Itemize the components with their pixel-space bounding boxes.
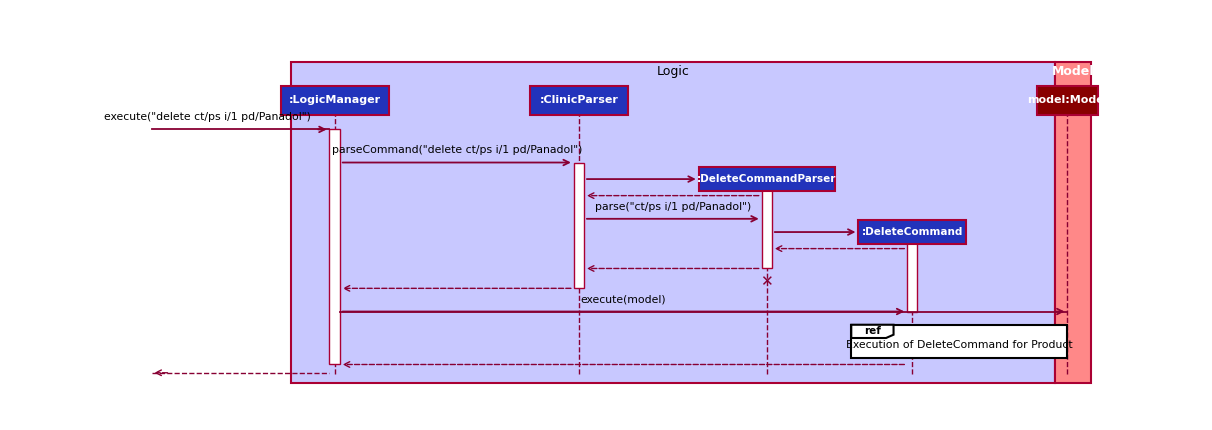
Text: Logic: Logic (657, 65, 690, 78)
Bar (573, 163, 584, 289)
Bar (291, 61, 1056, 383)
Text: :LogicManager: :LogicManager (288, 95, 381, 105)
Bar (1056, 61, 1091, 383)
Bar (1036, 86, 1098, 114)
Text: execute("delete ct/ps i/1 pd/Panadol"): execute("delete ct/ps i/1 pd/Panadol") (104, 112, 311, 122)
Text: ✕: ✕ (760, 274, 773, 289)
Text: :DeleteCommand: :DeleteCommand (862, 227, 964, 237)
Bar (281, 86, 389, 114)
Bar (761, 179, 772, 268)
Text: model:Model: model:Model (1027, 95, 1108, 105)
Bar (530, 86, 628, 114)
Bar (698, 167, 835, 191)
Bar (851, 325, 1068, 358)
Text: execute(model): execute(model) (581, 294, 667, 304)
Text: :ClinicParser: :ClinicParser (539, 95, 618, 105)
Bar (907, 232, 917, 311)
Text: Model: Model (1052, 65, 1094, 78)
Text: Execution of DeleteCommand for Product: Execution of DeleteCommand for Product (846, 340, 1073, 350)
Text: :DeleteCommandParser: :DeleteCommandParser (697, 174, 836, 184)
Bar (858, 220, 966, 245)
Polygon shape (851, 325, 893, 338)
Text: parse("ct/ps i/1 pd/Panadol"): parse("ct/ps i/1 pd/Panadol") (595, 202, 751, 212)
Text: ref: ref (864, 326, 881, 336)
Text: parseCommand("delete ct/ps i/1 pd/Panadol"): parseCommand("delete ct/ps i/1 pd/Panado… (332, 145, 582, 155)
Bar (330, 129, 339, 365)
